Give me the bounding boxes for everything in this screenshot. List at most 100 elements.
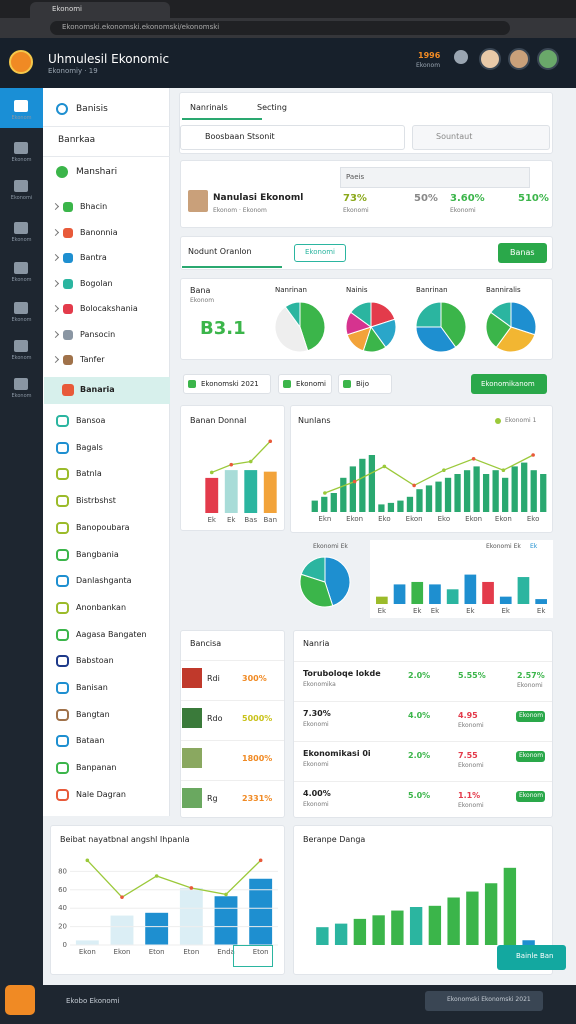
bar: [521, 462, 528, 512]
x-tick-label: Ekon: [114, 948, 131, 956]
sidebar-group[interactable]: Manshari: [76, 167, 118, 177]
bar: [425, 485, 433, 512]
button-text[interactable]: Banas: [510, 248, 535, 257]
search-box[interactable]: [180, 125, 405, 150]
bar: [249, 878, 273, 945]
search-box[interactable]: [412, 125, 550, 150]
bar: [372, 915, 385, 945]
sidebar-item[interactable]: Tanfer: [80, 355, 105, 364]
pie-slice: [510, 301, 537, 336]
item-icon: [56, 495, 69, 508]
sidebar-item[interactable]: Bataan: [76, 736, 105, 746]
bar: [463, 470, 471, 512]
footer-pill[interactable]: [425, 991, 543, 1011]
sidebar-item[interactable]: Nale Dagran: [76, 789, 126, 799]
pie-slice: [490, 301, 512, 328]
rail-label: Ekonom: [11, 115, 32, 121]
fab[interactable]: [5, 985, 35, 1015]
sidebar-item[interactable]: Bhacin: [80, 202, 108, 211]
bar: [444, 477, 452, 512]
item-icon: [63, 227, 73, 238]
rail-icon[interactable]: [14, 378, 28, 390]
sidebar-item[interactable]: Bogolan: [80, 278, 113, 288]
sidebar-item[interactable]: Bolocakshania: [80, 304, 138, 313]
stat-sub: Ekonomi: [450, 207, 476, 214]
status-pill: [516, 751, 545, 762]
y-tick-label: 0: [63, 941, 67, 949]
line-point: [531, 453, 535, 457]
toolbar-item[interactable]: [278, 374, 332, 394]
rail-icon[interactable]: [14, 142, 28, 154]
sidebar-item[interactable]: Babstoan: [76, 656, 114, 666]
rail-label: Ekonom: [11, 237, 32, 243]
tab-label[interactable]: Nanrinals: [190, 103, 228, 112]
avatar[interactable]: [537, 48, 559, 70]
rail-icon[interactable]: [14, 302, 28, 314]
row-name: Toruboloqe lokde: [303, 669, 381, 678]
toolbar-item[interactable]: [338, 374, 392, 394]
url-text: Ekonomski.ekonomski.ekonomski/ekonomski: [62, 23, 220, 31]
pie-slice: [415, 301, 442, 328]
toolbar-item[interactable]: [183, 374, 271, 394]
sidebar-item[interactable]: Bantra: [80, 253, 107, 262]
floating-button[interactable]: [497, 945, 566, 970]
sidebar-item[interactable]: Bangbania: [76, 549, 119, 559]
row-value: 4.95: [458, 711, 478, 720]
sidebar-item[interactable]: Bistrbshst: [76, 496, 116, 506]
rail-icon[interactable]: [14, 222, 28, 234]
url-box[interactable]: [50, 21, 510, 35]
sidebar-item[interactable]: Banonnia: [80, 227, 118, 237]
filter-box[interactable]: [340, 167, 530, 188]
bar: [522, 940, 535, 945]
x-tick-label: Ek: [227, 516, 236, 524]
sidebar-item[interactable]: Bagals: [76, 442, 103, 452]
sidebar-section: Banrkaa: [58, 135, 96, 145]
bar: [387, 502, 395, 512]
sidebar-item[interactable]: Anonbankan: [76, 602, 127, 612]
y-tick-label: 60: [58, 886, 67, 894]
x-tick-label: Ek: [502, 607, 511, 615]
status-pill: [516, 791, 545, 802]
pill-text: Ekonomi: [305, 248, 335, 256]
bar: [454, 474, 461, 512]
y-tick-label: 40: [58, 904, 67, 912]
sidebar-item[interactable]: Banpanan: [76, 763, 117, 773]
bar: [244, 470, 258, 513]
bar-line-chart: Ek Ek Bas Ban: [205, 439, 277, 524]
primary-button[interactable]: [498, 243, 547, 263]
row-value: 2.57%: [517, 671, 545, 680]
sidebar-item[interactable]: Aagasa Bangaten: [76, 629, 147, 639]
tab[interactable]: [30, 2, 170, 18]
sidebar-item[interactable]: Danlashganta: [76, 576, 132, 586]
row-value: 5.0%: [408, 791, 431, 800]
line-point: [471, 457, 476, 461]
button-text[interactable]: Ekonomikanom: [481, 380, 535, 388]
sidebar-icon: [56, 103, 68, 115]
sidebar-item[interactable]: Bangtan: [76, 709, 110, 719]
kpi-label: Bana: [190, 286, 211, 295]
rail-icon[interactable]: [14, 180, 28, 192]
rail-icon[interactable]: [14, 262, 28, 274]
x-tick-label: Ekon: [406, 515, 423, 523]
floating-button-text[interactable]: Bainle Ban: [516, 952, 554, 960]
row-value: 2331%: [242, 794, 273, 803]
primary-button[interactable]: [471, 374, 547, 394]
chart-title: Beranpe Danga: [303, 835, 366, 844]
rail-icon[interactable]: [14, 100, 28, 112]
sidebar-item[interactable]: Banisan: [76, 683, 108, 692]
avatar[interactable]: [479, 48, 501, 70]
tab-label[interactable]: Secting: [257, 103, 287, 112]
sidebar-item[interactable]: Bansoa: [76, 416, 106, 425]
sidebar-active-item[interactable]: Banaria: [80, 385, 115, 394]
bar: [340, 477, 347, 512]
x-tick-label: Eton: [253, 948, 269, 956]
sidebar-item[interactable]: Banopoubara: [76, 522, 130, 532]
bar: [502, 477, 509, 512]
avatar[interactable]: [508, 48, 530, 70]
notification-icon[interactable]: [454, 50, 468, 64]
sidebar-item[interactable]: Pansocin: [80, 329, 116, 339]
rail-icon[interactable]: [14, 340, 28, 352]
pie-slice: [350, 301, 372, 328]
sidebar-item[interactable]: Batnla: [76, 469, 102, 479]
logo: [9, 50, 33, 74]
